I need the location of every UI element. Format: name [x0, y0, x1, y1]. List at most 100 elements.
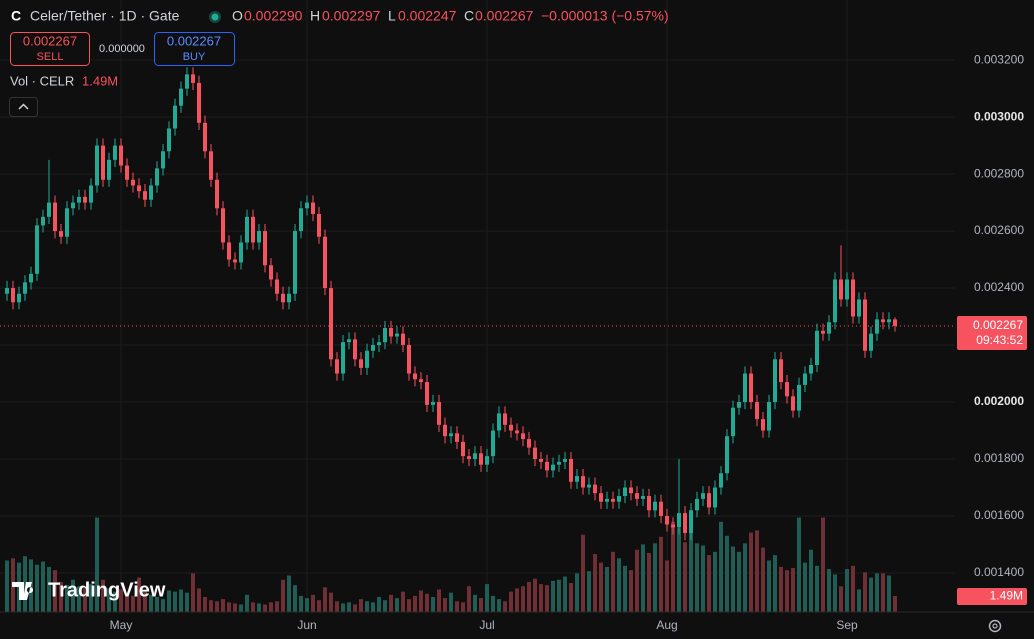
x-tick-label: May — [110, 618, 133, 632]
candle-body — [593, 484, 597, 494]
candle-body — [773, 359, 777, 403]
candle-body — [551, 464, 555, 471]
candle-body — [893, 319, 897, 326]
settings-icon[interactable] — [988, 619, 1002, 633]
volume-bar — [623, 565, 627, 612]
volume-bar — [791, 567, 795, 612]
volume-bar — [359, 599, 363, 612]
volume-bar — [779, 566, 783, 612]
price-tag — [957, 315, 1027, 350]
candle-body — [857, 299, 861, 317]
volume-bar — [95, 517, 99, 612]
symbol-icon-letter: C — [11, 8, 21, 24]
candle-body — [443, 424, 447, 437]
candle-body — [59, 231, 63, 237]
volume-bar — [647, 552, 651, 612]
volume-bar — [521, 586, 525, 612]
candle-body — [251, 216, 255, 243]
volume-bar — [785, 570, 789, 612]
volume-bar — [893, 596, 897, 612]
candle-body — [719, 473, 723, 488]
candle-body — [389, 327, 393, 337]
candle-body — [455, 433, 459, 442]
buy-label: BUY — [183, 51, 206, 63]
candle-body — [737, 402, 741, 408]
candle-body — [839, 279, 843, 300]
countdown: 09:43:52 — [976, 333, 1023, 347]
candle-body — [557, 461, 561, 465]
volume-bar — [287, 575, 291, 612]
candle-body — [635, 493, 639, 499]
volume-bar — [263, 604, 267, 612]
candle-body — [575, 476, 579, 482]
candle-body — [863, 299, 867, 351]
candle-body — [761, 419, 765, 431]
collapse-button[interactable] — [9, 97, 38, 117]
volume-bar — [53, 570, 57, 612]
volume-bar — [113, 591, 117, 612]
sell-button[interactable] — [10, 32, 90, 66]
volume-legend-value: 1.49M — [82, 73, 118, 88]
candle-body — [815, 330, 819, 365]
candle-body — [269, 265, 273, 280]
volume-bar — [335, 601, 339, 612]
volume-bar — [527, 581, 531, 612]
x-tick-label: Aug — [656, 618, 677, 632]
candle-body — [671, 524, 675, 528]
spread: 0.000000 — [99, 43, 145, 55]
symbol-title[interactable]: Celer/Tether · 1D · Gate — [30, 8, 180, 24]
volume-bar — [551, 580, 555, 612]
candle-body — [323, 236, 327, 289]
candle-body — [647, 496, 651, 511]
candle-body — [305, 202, 309, 209]
candle-body — [95, 145, 99, 186]
volume-bar — [695, 543, 699, 612]
volume-bar — [341, 603, 345, 612]
candle-body — [281, 293, 285, 303]
candle-body — [689, 510, 693, 534]
volume-bar — [683, 542, 687, 612]
candle-body — [713, 487, 717, 508]
settings-icon-center — [992, 623, 998, 629]
y-tick-label: 0.003000 — [974, 109, 1024, 123]
candle-body — [353, 339, 357, 360]
x-tick-label: Sep — [836, 618, 858, 632]
y-tick-label: 0.001400 — [974, 565, 1024, 579]
volume-bar — [149, 594, 153, 612]
volume-tag — [957, 588, 1027, 606]
candle-body — [359, 359, 363, 368]
volume-bar — [173, 591, 177, 612]
volume-bar — [509, 591, 513, 612]
buy-button[interactable] — [154, 32, 235, 66]
volume-bar — [125, 592, 129, 612]
candle-body — [833, 279, 837, 323]
volume-bar — [89, 584, 93, 612]
candle-body — [29, 273, 33, 283]
candle-body — [707, 493, 711, 508]
candle-body — [377, 342, 381, 346]
candle-body — [137, 185, 141, 192]
candle-body — [53, 202, 57, 232]
volume-bar — [593, 554, 597, 612]
volume-bar — [119, 589, 123, 612]
plot — [0, 0, 955, 612]
collapse-icon — [18, 103, 29, 110]
volume-bar — [731, 546, 735, 612]
candle-body — [803, 373, 807, 385]
candle-body — [827, 322, 831, 334]
volume-bar — [293, 585, 297, 612]
candle-body — [419, 379, 423, 383]
candle-body — [221, 208, 225, 243]
volume-bar — [875, 573, 879, 612]
volume-bar — [5, 560, 9, 612]
candle-body — [197, 82, 201, 123]
candle-body — [77, 196, 81, 203]
volume-bar — [707, 555, 711, 612]
volume-bar — [515, 588, 519, 612]
candle-body — [383, 327, 387, 343]
candle-body — [227, 242, 231, 260]
volume-bar — [857, 589, 861, 612]
candle-body — [563, 459, 567, 462]
ohlc-key: O — [232, 8, 243, 24]
